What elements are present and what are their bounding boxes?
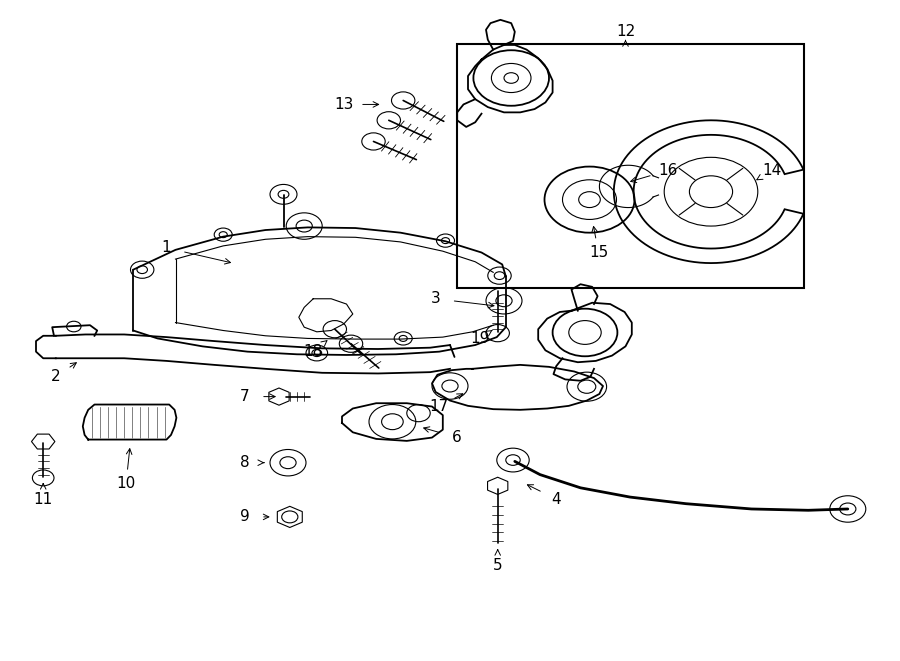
Text: 11: 11 [33,492,53,506]
Bar [457,44,804,288]
Text: 1: 1 [162,241,171,255]
Text: 5: 5 [493,558,502,572]
Text: 19: 19 [470,331,490,346]
Text: 12: 12 [616,24,635,39]
Text: 6: 6 [453,430,462,445]
Text: 16: 16 [658,163,678,178]
Text: 2: 2 [51,369,60,384]
Text: 8: 8 [240,455,249,470]
Text: 7: 7 [240,389,249,404]
Text: 4: 4 [552,492,561,506]
Text: 3: 3 [431,292,440,306]
Text: 9: 9 [240,510,249,524]
Text: 15: 15 [589,245,608,260]
Text: 17: 17 [429,399,449,414]
Text: 10: 10 [116,477,136,491]
Polygon shape [614,120,804,263]
Text: 13: 13 [334,97,354,112]
Text: 14: 14 [762,163,782,178]
Text: 18: 18 [303,344,323,359]
